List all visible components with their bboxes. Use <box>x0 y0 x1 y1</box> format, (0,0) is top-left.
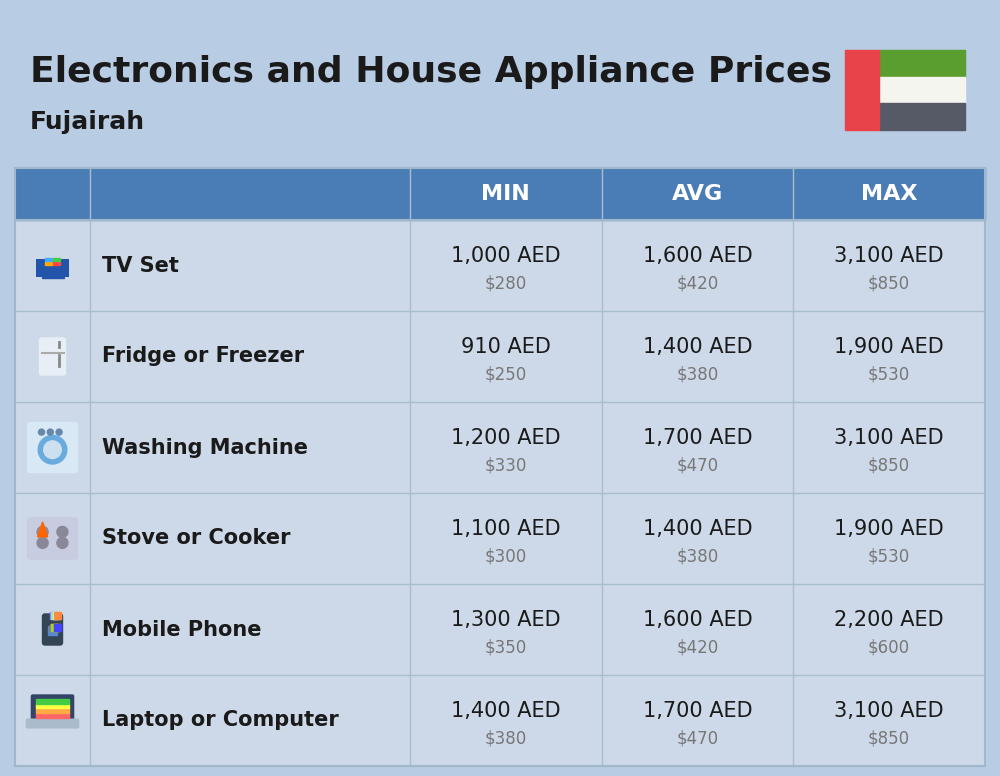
Bar <box>52 258 60 262</box>
Bar <box>51 611 58 618</box>
Text: 1,300 AED: 1,300 AED <box>451 611 561 630</box>
Bar <box>51 624 58 631</box>
Bar <box>845 50 879 130</box>
Text: $350: $350 <box>485 639 527 656</box>
Bar <box>54 624 61 631</box>
Bar <box>48 626 57 635</box>
Text: $420: $420 <box>676 275 719 293</box>
Text: $470: $470 <box>676 729 719 748</box>
Circle shape <box>44 441 61 459</box>
Text: MAX: MAX <box>861 184 917 204</box>
FancyBboxPatch shape <box>31 695 74 722</box>
Text: 1,100 AED: 1,100 AED <box>451 519 561 539</box>
Text: 1,900 AED: 1,900 AED <box>834 338 944 358</box>
Bar <box>15 168 985 766</box>
Text: $470: $470 <box>676 457 719 475</box>
Bar <box>36 708 69 713</box>
Text: AVG: AVG <box>672 184 723 204</box>
FancyBboxPatch shape <box>42 613 63 646</box>
Circle shape <box>47 429 53 435</box>
Bar <box>15 584 985 675</box>
Text: Washing Machine: Washing Machine <box>102 438 308 458</box>
FancyBboxPatch shape <box>28 422 78 473</box>
Circle shape <box>37 538 48 549</box>
Circle shape <box>38 429 44 435</box>
Text: $280: $280 <box>485 275 527 293</box>
Text: 1,700 AED: 1,700 AED <box>643 428 752 449</box>
Text: 2,200 AED: 2,200 AED <box>834 611 944 630</box>
Text: $380: $380 <box>485 729 527 748</box>
Bar <box>36 259 69 276</box>
Text: $850: $850 <box>868 729 910 748</box>
Text: 1,400 AED: 1,400 AED <box>643 338 752 358</box>
Text: 910 AED: 910 AED <box>461 338 551 358</box>
Text: Stove or Cooker: Stove or Cooker <box>102 528 290 549</box>
Text: Fujairah: Fujairah <box>30 110 145 134</box>
Text: $420: $420 <box>676 639 719 656</box>
Text: $530: $530 <box>868 548 910 566</box>
Text: Electronics and House Appliance Prices: Electronics and House Appliance Prices <box>30 55 832 89</box>
Bar <box>54 611 61 618</box>
Text: $850: $850 <box>868 457 910 475</box>
Bar <box>36 699 69 704</box>
Text: $300: $300 <box>485 548 527 566</box>
Bar <box>15 493 985 584</box>
Text: $330: $330 <box>485 457 527 475</box>
Text: 1,900 AED: 1,900 AED <box>834 519 944 539</box>
Text: 1,600 AED: 1,600 AED <box>643 247 752 266</box>
FancyBboxPatch shape <box>28 518 78 559</box>
Text: Laptop or Computer: Laptop or Computer <box>102 711 339 730</box>
Circle shape <box>57 538 68 549</box>
Bar <box>879 50 965 77</box>
Polygon shape <box>38 522 48 537</box>
Bar <box>52 611 60 618</box>
Bar <box>879 103 965 130</box>
Text: 1,000 AED: 1,000 AED <box>451 247 561 266</box>
Text: 1,200 AED: 1,200 AED <box>451 428 561 449</box>
Text: 1,400 AED: 1,400 AED <box>451 702 561 722</box>
Bar <box>15 402 985 493</box>
FancyBboxPatch shape <box>26 719 79 729</box>
Bar <box>42 276 64 279</box>
Text: $600: $600 <box>868 639 910 656</box>
Circle shape <box>56 429 62 435</box>
Circle shape <box>37 526 48 538</box>
Bar <box>15 675 985 766</box>
Text: $380: $380 <box>676 548 719 566</box>
Text: MIN: MIN <box>481 184 530 204</box>
Text: 3,100 AED: 3,100 AED <box>834 702 944 722</box>
Text: $850: $850 <box>868 275 910 293</box>
Bar <box>36 704 69 708</box>
Bar <box>45 258 52 262</box>
FancyBboxPatch shape <box>40 338 66 375</box>
Text: Fridge or Freezer: Fridge or Freezer <box>102 347 304 366</box>
Bar <box>48 273 57 276</box>
Text: Mobile Phone: Mobile Phone <box>102 619 262 639</box>
Bar <box>15 220 985 311</box>
Bar <box>45 262 52 265</box>
Text: $250: $250 <box>485 365 527 383</box>
Bar <box>15 168 985 220</box>
Bar <box>50 624 57 631</box>
Bar <box>52 624 60 631</box>
Text: $380: $380 <box>676 365 719 383</box>
Text: TV Set: TV Set <box>102 255 179 275</box>
Text: $530: $530 <box>868 365 910 383</box>
Text: 1,600 AED: 1,600 AED <box>643 611 752 630</box>
Text: 1,400 AED: 1,400 AED <box>643 519 752 539</box>
Bar <box>52 262 60 265</box>
Circle shape <box>38 435 67 464</box>
Bar <box>15 311 985 402</box>
Text: 3,100 AED: 3,100 AED <box>834 247 944 266</box>
Text: 1,700 AED: 1,700 AED <box>643 702 752 722</box>
Bar <box>50 611 57 618</box>
Circle shape <box>57 526 68 538</box>
Bar <box>36 713 69 718</box>
Text: 3,100 AED: 3,100 AED <box>834 428 944 449</box>
Bar <box>879 77 965 103</box>
